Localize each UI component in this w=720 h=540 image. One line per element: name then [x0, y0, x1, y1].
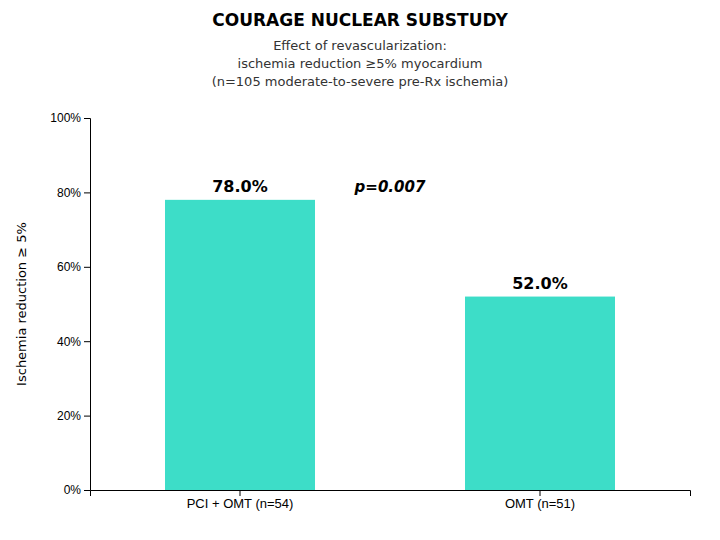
subtitle: Effect of revascularization:: [273, 38, 447, 53]
y-tick-mark: [84, 118, 90, 119]
y-tick-mark: [84, 192, 90, 193]
y-tick-label: 60%: [57, 260, 81, 274]
y-tick-label: 20%: [57, 409, 81, 423]
title: COURAGE NUCLEAR SUBSTUDY: [212, 10, 508, 30]
y-tick: 80%: [57, 186, 90, 200]
y-axis: 0% 20% 40% 60% 80% 100%: [50, 111, 90, 497]
y-tick: 0%: [64, 483, 90, 497]
y-tick-mark: [84, 416, 90, 417]
bars: [165, 200, 615, 490]
x-tick: OMT (n=51): [505, 490, 575, 511]
y-tick: 100%: [50, 111, 90, 125]
y-tick: 20%: [57, 409, 90, 423]
data-label: 78.0%: [212, 177, 268, 196]
y-tick: 40%: [57, 335, 90, 349]
y-tick-mark: [84, 341, 90, 342]
bar: [465, 297, 615, 490]
data-label: 52.0%: [512, 274, 568, 293]
x-axis-line: [91, 491, 691, 497]
y-axis-line: [84, 119, 91, 491]
y-tick-label: 80%: [57, 186, 81, 200]
x-tick-mark: [540, 490, 541, 496]
y-tick-mark: [84, 267, 90, 268]
y-tick-label: 40%: [57, 335, 81, 349]
y-axis-title: Ischemia reduction ≥ 5%: [14, 222, 29, 386]
plot: 0% 20% 40% 60% 80% 100% PCI + OMT (n=54) OMT (n…: [50, 111, 690, 511]
subtitle: (n=105 moderate-to-severe pre-Rx ischemi…: [212, 74, 509, 89]
x-tick: PCI + OMT (n=54): [187, 490, 294, 511]
x-tick-label: PCI + OMT (n=54): [187, 496, 294, 511]
annotation: p=0.007: [354, 178, 426, 196]
y-tick-mark: [84, 490, 90, 491]
subtitle: ischemia reduction ≥5% myocardium: [238, 56, 483, 71]
x-tick-mark: [240, 490, 241, 496]
data-labels: 78.0% 52.0%: [212, 177, 568, 293]
x-axis: PCI + OMT (n=54) OMT (n=51): [91, 490, 691, 511]
y-tick-label: 100%: [50, 111, 81, 125]
y-tick-label: 0%: [64, 483, 82, 497]
bar: [165, 200, 315, 490]
chart: COURAGE NUCLEAR SUBSTUDY Effect of revasc…: [0, 0, 720, 540]
x-tick-label: OMT (n=51): [505, 496, 575, 511]
y-tick: 60%: [57, 260, 90, 274]
